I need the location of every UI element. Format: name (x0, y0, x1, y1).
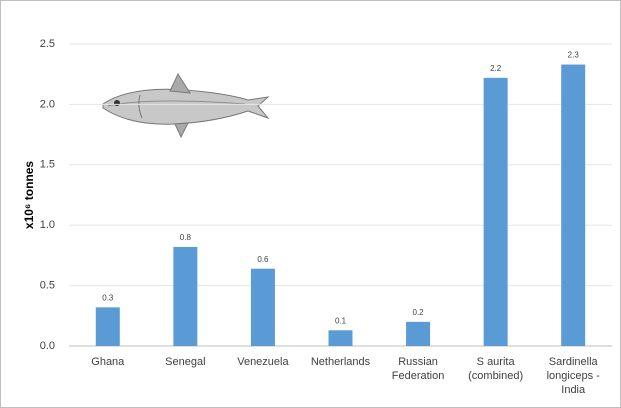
x-tick-label: Netherlands (310, 356, 371, 368)
x-tick-label: Sardinella longiceps - India (546, 356, 600, 396)
bar (561, 64, 586, 346)
y-tick-label: 1.0 (40, 219, 55, 231)
value-label: 0.6 (257, 255, 269, 264)
bar (406, 321, 431, 346)
bar (483, 77, 508, 346)
bar (173, 246, 198, 346)
y-tick-label: 0.0 (40, 340, 55, 352)
fish-illustration (102, 72, 270, 139)
y-tick-label: 2.0 (40, 98, 55, 110)
x-tick-label: Ghana (91, 356, 125, 368)
y-tick-label: 2.5 (40, 38, 55, 50)
bar (328, 330, 353, 346)
value-label: 2.2 (490, 64, 502, 73)
bar (95, 307, 120, 346)
x-tick-label: Senegal (165, 356, 206, 368)
y-tick-label: 1.5 (40, 159, 55, 171)
x-tick-label: Russian Federation (391, 356, 445, 382)
x-tick-label: Venezuela (237, 356, 289, 368)
y-tick-label: 0.5 (40, 280, 55, 292)
y-axis-label: x10⁶ tonnes (22, 161, 36, 230)
value-label: 0.3 (102, 293, 114, 302)
value-label: 0.1 (335, 316, 347, 325)
value-label: 0.2 (413, 308, 425, 317)
value-label: 2.3 (568, 51, 580, 60)
x-tick-label: S aurita (combined) (468, 356, 524, 382)
value-label: 0.8 (180, 233, 192, 242)
bar (250, 268, 275, 346)
